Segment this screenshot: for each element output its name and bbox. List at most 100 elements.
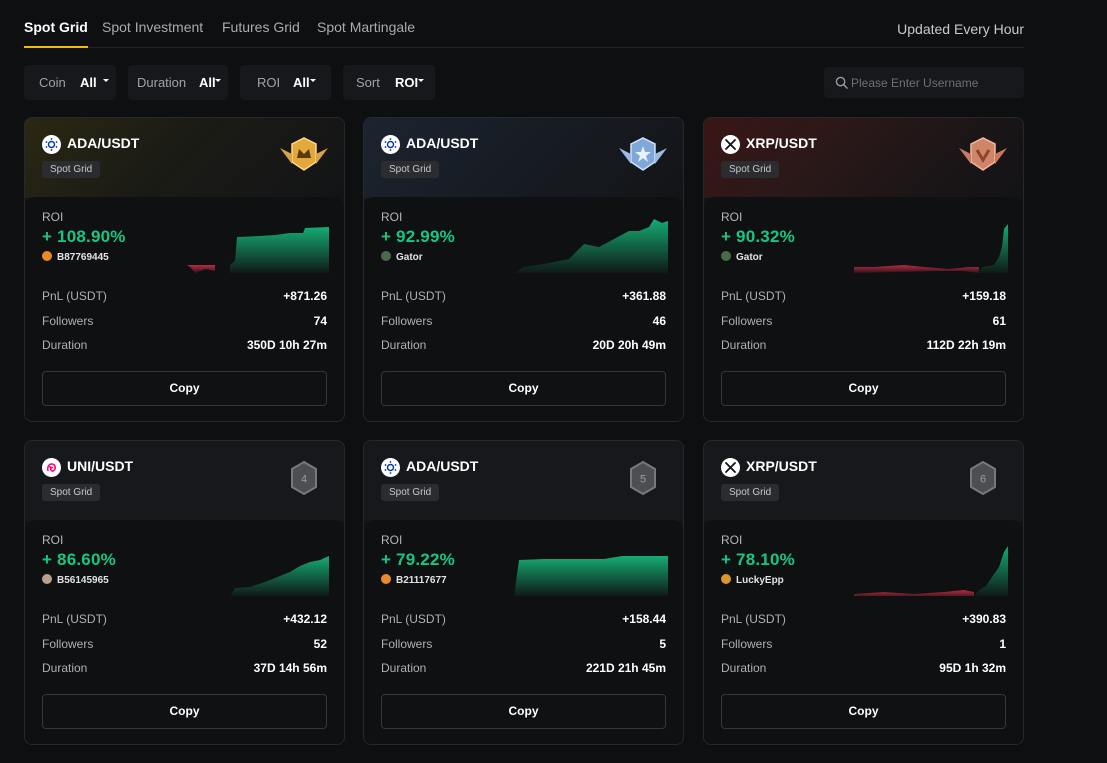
svg-text:4: 4 bbox=[301, 474, 307, 486]
bot-card-5[interactable]: ADA/USDT Spot Grid 5 ROI + 79.22% B21117… bbox=[363, 440, 684, 745]
trading-pair: XRP/USDT bbox=[746, 135, 817, 151]
username-text: LuckyEpp bbox=[736, 575, 784, 586]
roi-label: ROI bbox=[381, 210, 403, 224]
roi-sparkline bbox=[854, 546, 1008, 596]
followers-row: Followers 74 bbox=[42, 314, 327, 328]
hexagon-rank-badge-icon: 5 bbox=[630, 460, 656, 496]
caret-down-icon bbox=[215, 79, 221, 82]
positive-area bbox=[979, 224, 1008, 273]
search-input[interactable] bbox=[851, 67, 1019, 98]
followers-value: 1 bbox=[999, 637, 1006, 651]
copy-button[interactable]: Copy bbox=[721, 371, 1006, 406]
strategy-tag: Spot Grid bbox=[381, 484, 440, 501]
card-header: UNI/USDT Spot Grid 4 bbox=[25, 441, 344, 521]
duration-label: Duration bbox=[721, 338, 767, 352]
strategy-tag: Spot Grid bbox=[721, 484, 780, 501]
strategy-tag: Spot Grid bbox=[381, 161, 440, 178]
positive-area bbox=[230, 556, 329, 596]
duration-value: 112D 22h 19m bbox=[926, 338, 1006, 352]
followers-value: 5 bbox=[659, 637, 666, 651]
roi-label: ROI bbox=[381, 533, 403, 547]
avatar bbox=[381, 574, 391, 584]
bronze-badge-icon bbox=[959, 137, 1007, 171]
pnl-label: PnL (USDT) bbox=[381, 289, 446, 303]
negative-area bbox=[187, 265, 215, 273]
duration-label: Duration bbox=[381, 661, 427, 675]
caret-down-icon bbox=[310, 79, 316, 82]
followers-value: 61 bbox=[992, 314, 1006, 328]
filter-label: Sort bbox=[356, 75, 380, 90]
copy-button[interactable]: Copy bbox=[381, 371, 666, 406]
followers-row: Followers 46 bbox=[381, 314, 666, 328]
copy-button[interactable]: Copy bbox=[42, 694, 327, 729]
gold-crown-badge-icon bbox=[280, 137, 328, 171]
tab-spot-martingale[interactable]: Spot Martingale bbox=[317, 19, 416, 35]
duration-value: 37D 14h 56m bbox=[253, 661, 327, 675]
caret-down-icon bbox=[418, 79, 424, 82]
duration-value: 350D 10h 27m bbox=[246, 338, 327, 352]
pnl-value: +390.83 bbox=[962, 612, 1006, 626]
bot-card-1[interactable]: ADA/USDT Spot Grid ROI + 108.90% B877694… bbox=[24, 117, 345, 422]
duration-value: 221D 21h 45m bbox=[585, 661, 666, 675]
roi-sparkline bbox=[187, 227, 329, 273]
trader-username[interactable]: Gator bbox=[721, 251, 763, 263]
trader-username[interactable]: B56145965 bbox=[42, 574, 109, 586]
uni-icon bbox=[42, 458, 61, 477]
pnl-row: PnL (USDT) +158.44 bbox=[381, 612, 666, 626]
tab-spot-investment[interactable]: Spot Investment bbox=[102, 19, 204, 35]
trading-pair: ADA/USDT bbox=[406, 135, 479, 151]
bot-card-4[interactable]: UNI/USDT Spot Grid 4 ROI + 86.60% B56145… bbox=[24, 440, 345, 745]
roi-value: + 108.90% bbox=[42, 227, 126, 246]
filter-value: All bbox=[199, 75, 216, 90]
duration-row: Duration 350D 10h 27m bbox=[42, 338, 327, 352]
followers-label: Followers bbox=[721, 637, 773, 651]
positive-area bbox=[974, 546, 1008, 596]
roi-label: ROI bbox=[42, 533, 64, 547]
duration-filter[interactable]: Duration All bbox=[128, 65, 228, 100]
filter-label: Duration bbox=[137, 75, 187, 90]
search-icon bbox=[835, 76, 848, 89]
pnl-value: +361.88 bbox=[622, 289, 666, 303]
negative-area bbox=[854, 590, 974, 596]
card-body: ROI + 108.90% B87769445 PnL (USDT) +871.2… bbox=[25, 197, 344, 421]
followers-row: Followers 52 bbox=[42, 637, 327, 651]
coin-filter[interactable]: Coin All bbox=[24, 65, 116, 100]
bot-card-3[interactable]: XRP/USDT Spot Grid ROI + 90.32% Gator Pn… bbox=[703, 117, 1024, 422]
duration-label: Duration bbox=[42, 661, 88, 675]
username-search bbox=[824, 67, 1024, 98]
trader-username[interactable]: B21117677 bbox=[381, 574, 447, 586]
copy-button[interactable]: Copy bbox=[42, 371, 327, 406]
followers-value: 46 bbox=[652, 314, 666, 328]
bot-card-2[interactable]: ADA/USDT Spot Grid ROI + 92.99% Gator Pn… bbox=[363, 117, 684, 422]
trader-username[interactable]: Gator bbox=[381, 251, 423, 263]
copy-button[interactable]: Copy bbox=[381, 694, 666, 729]
roi-filter[interactable]: ROI All bbox=[240, 65, 331, 100]
trading-pair: ADA/USDT bbox=[406, 458, 479, 474]
bot-card-6[interactable]: XRP/USDT Spot Grid 6 ROI + 78.10% LuckyE… bbox=[703, 440, 1024, 745]
sort-filter[interactable]: Sort ROI bbox=[343, 65, 435, 100]
duration-value: 20D 20h 49m bbox=[592, 338, 666, 352]
card-header: ADA/USDT Spot Grid 5 bbox=[364, 441, 683, 521]
hexagon-rank-badge-icon: 4 bbox=[291, 460, 317, 496]
duration-label: Duration bbox=[721, 661, 767, 675]
roi-value: + 92.99% bbox=[381, 227, 455, 246]
tab-futures-grid[interactable]: Futures Grid bbox=[222, 19, 300, 35]
tab-spot-grid[interactable]: Spot Grid bbox=[24, 19, 88, 48]
xrp-icon bbox=[721, 135, 740, 154]
copy-button[interactable]: Copy bbox=[721, 694, 1006, 729]
card-body: ROI + 78.10% LuckyEpp PnL (USDT) +390.83 … bbox=[704, 520, 1023, 744]
roi-label: ROI bbox=[721, 533, 743, 547]
update-frequency-note: Updated Every Hour bbox=[897, 21, 1024, 37]
pnl-value: +159.18 bbox=[962, 289, 1006, 303]
card-body: ROI + 79.22% B21117677 PnL (USDT) +158.44… bbox=[364, 520, 683, 744]
trader-username[interactable]: B87769445 bbox=[42, 251, 109, 263]
avatar bbox=[42, 251, 52, 261]
roi-value: + 86.60% bbox=[42, 550, 116, 569]
hexagon-rank-badge-icon: 6 bbox=[970, 460, 996, 496]
trader-username[interactable]: LuckyEpp bbox=[721, 574, 784, 586]
pnl-value: +158.44 bbox=[622, 612, 666, 626]
followers-label: Followers bbox=[42, 637, 94, 651]
positive-area bbox=[514, 556, 668, 596]
followers-label: Followers bbox=[381, 314, 433, 328]
card-header: ADA/USDT Spot Grid bbox=[25, 118, 344, 198]
